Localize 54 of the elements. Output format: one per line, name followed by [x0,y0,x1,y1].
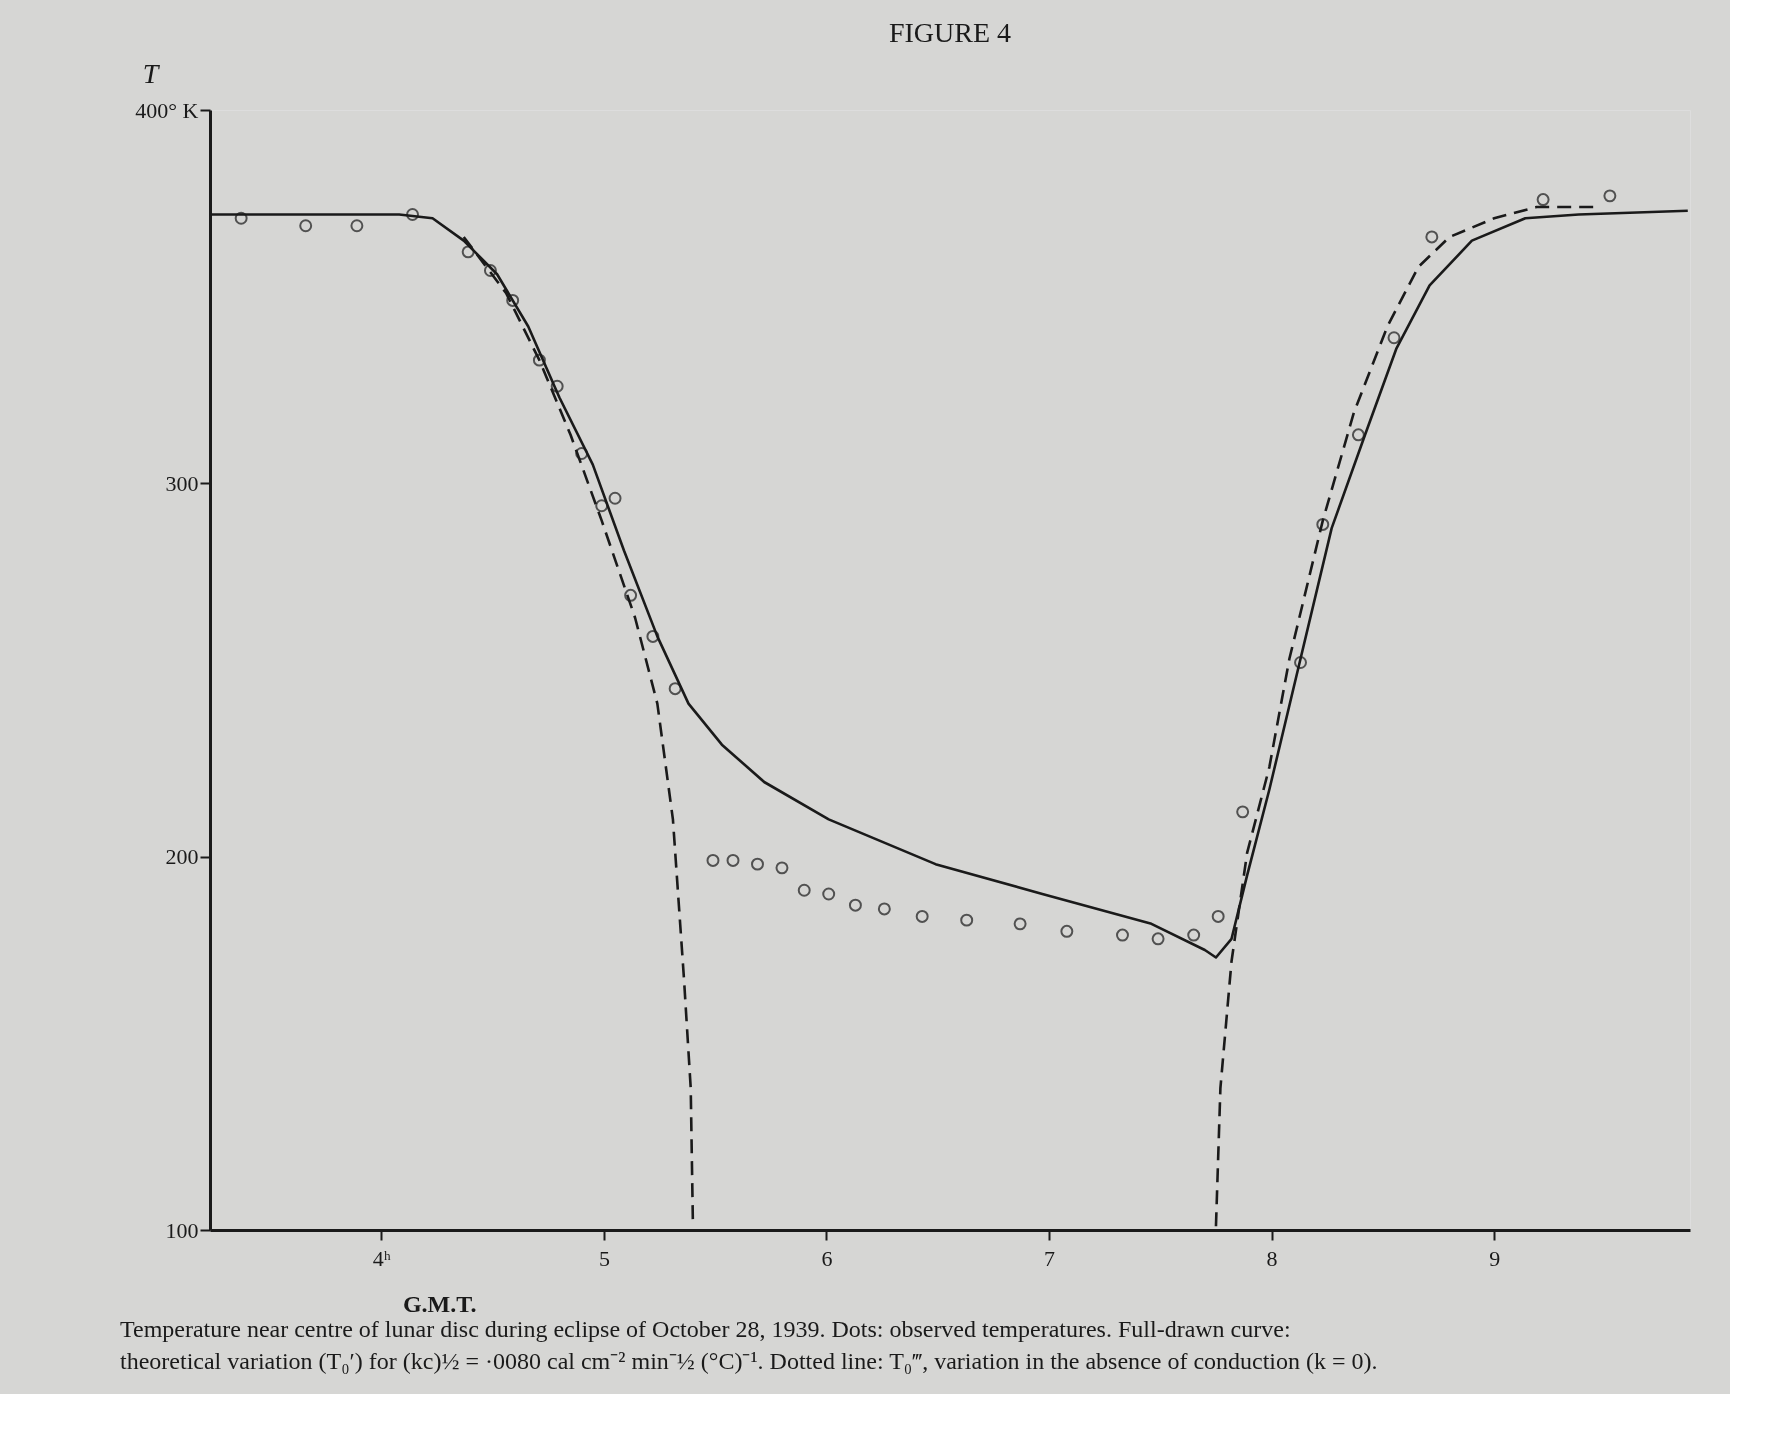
point [550,379,564,393]
y-tick-label: 400° K [135,97,199,123]
point [406,208,419,221]
point [1425,230,1439,244]
x-tick-label: 5 [598,1245,610,1271]
point [1013,917,1027,931]
point [1236,805,1250,819]
text: theoretical variation (T₀′) for (kc)½ = ·0080 cal cm⁻² min⁻½ (°C)⁻¹. Dotted line: T₀‴, variation in the absence of conduction (k = 0). [120,1348,1378,1374]
point [1151,932,1165,946]
point [668,682,682,696]
y-tick-label: 300 [165,470,199,496]
point [877,902,891,916]
point [1116,928,1129,942]
point [797,883,811,897]
point [1211,909,1225,923]
point [960,913,974,927]
text: Temperature near centre of lunar disc during eclipse of October 28, 1939. Dots: observed temperatures. Full-drawn curve: [120,1316,1291,1342]
point [822,887,836,901]
point [751,857,764,871]
y-tick-label: 100 [165,1217,199,1243]
point [234,211,248,225]
point [1316,517,1330,531]
point [532,353,546,367]
chart-title: FIGURE 4 [888,17,1012,48]
point [1187,928,1201,942]
point [608,491,622,505]
point [775,861,789,875]
y-tick-label: 200 [165,844,199,870]
x-tick-label: 7 [1044,1245,1056,1271]
point [706,853,720,867]
point [646,629,660,643]
point [1294,656,1307,669]
x-axis-title: G.M.T. [402,1290,477,1317]
point [1603,189,1617,203]
x-tick-label: 6 [821,1245,833,1271]
point [1060,924,1074,938]
point [726,853,740,867]
point [848,898,862,912]
x-tick-label: 4ʰ [372,1245,391,1271]
x-tick-label: 9 [1489,1245,1501,1271]
point [915,909,929,923]
point [1387,331,1401,345]
x-tick-label: 8 [1266,1245,1278,1271]
point [483,264,497,277]
point [506,293,520,307]
point [1536,193,1550,207]
point [299,219,313,233]
point [350,219,364,233]
point [575,447,589,460]
point [1351,428,1365,442]
point [461,245,475,259]
point [624,588,638,602]
y-axis-title: T [142,57,161,89]
point [595,499,609,513]
